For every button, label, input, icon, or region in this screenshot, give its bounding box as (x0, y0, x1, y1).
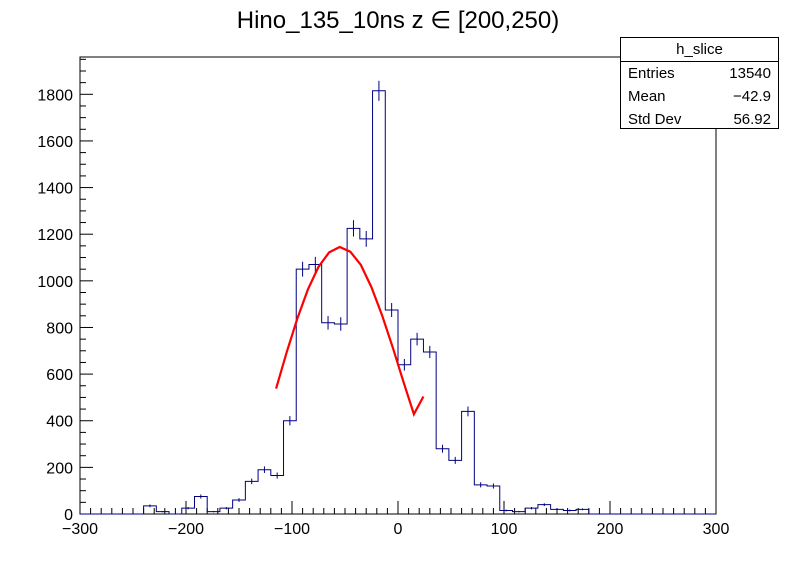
chart-title: Hino_135_10ns z ∈ [200,250) (236, 7, 560, 34)
stats-value: 13540 (729, 65, 771, 82)
stats-value: 56.92 (733, 111, 771, 128)
y-tick-label: 800 (46, 320, 73, 337)
stats-row-stddev: Std Dev 56.92 (621, 108, 778, 131)
stats-value: −42.9 (733, 88, 771, 105)
y-tick-label: 400 (46, 414, 73, 431)
x-tick-label: −300 (62, 521, 98, 538)
x-tick-label: 0 (394, 521, 403, 538)
stats-label: Std Dev (628, 111, 682, 128)
y-tick-label: 200 (46, 460, 73, 477)
x-tick-labels: −300 −200 −100 0 100 200 300 (62, 521, 729, 538)
stats-label: Entries (628, 65, 675, 82)
y-tick-label: 0 (64, 507, 73, 524)
y-tick-label: 1000 (37, 274, 73, 291)
y-tick-labels: 0 200 400 600 800 1000 1200 1400 1600 1800 (37, 87, 73, 524)
x-tick-label: 200 (597, 521, 624, 538)
histogram-outline (80, 90, 716, 515)
y-tick-label: 1400 (37, 181, 73, 198)
x-tick-label: −100 (274, 521, 310, 538)
x-tick-label: −200 (168, 521, 204, 538)
x-tick-label: 300 (703, 521, 730, 538)
y-tick-label: 1800 (37, 87, 73, 104)
x-tick-label: 100 (491, 521, 518, 538)
y-tick-label: 1600 (37, 134, 73, 151)
stats-row-entries: Entries 13540 (621, 62, 778, 85)
histogram-bins (80, 90, 716, 515)
axis-ticks (79, 58, 717, 515)
y-tick-label: 600 (46, 367, 73, 384)
stats-row-mean: Mean −42.9 (621, 85, 778, 108)
gaussian-fit-curve (275, 245, 425, 417)
stats-label: Mean (628, 88, 666, 105)
error-bars (149, 80, 583, 513)
stats-header: h_slice (621, 38, 778, 62)
stats-box: h_slice Entries 13540 Mean −42.9 Std Dev… (620, 37, 779, 129)
y-tick-label: 1200 (37, 227, 73, 244)
